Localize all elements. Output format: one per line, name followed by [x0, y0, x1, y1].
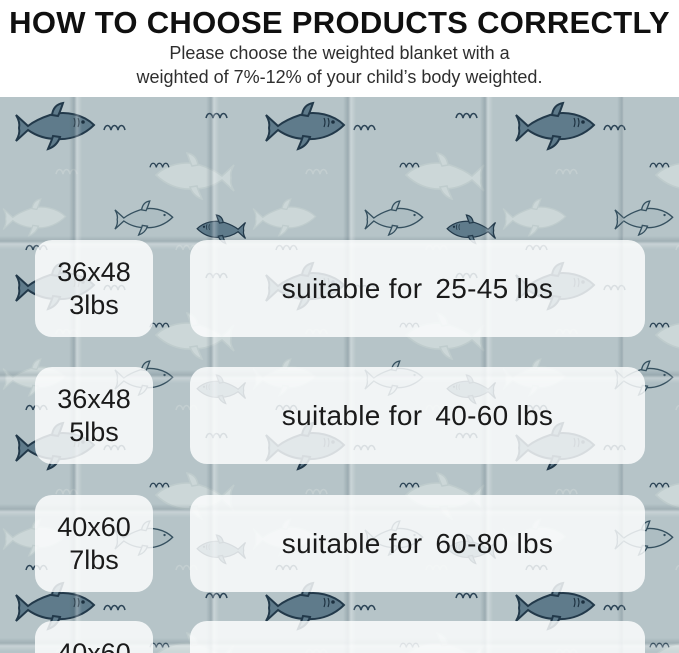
subtitle-line-1: Please choose the weighted blanket with … — [169, 43, 510, 64]
suitable-label: suitable for — [281, 527, 423, 559]
body-weight-range: 60-80 lbs — [435, 527, 554, 559]
suitability-badge-row-2: suitable for 40-60 lbs — [190, 367, 645, 464]
header: HOW TO CHOOSE PRODUCTS CORRECTLY Please … — [0, 0, 679, 97]
page-title: HOW TO CHOOSE PRODUCTS CORRECTLY — [9, 5, 670, 40]
size-badge-row-3: 40x60 7lbs — [35, 495, 153, 592]
suitable-label: suitable for — [281, 399, 423, 431]
suitability-badge-row-3: suitable for 60-80 lbs — [190, 495, 645, 592]
subtitle-line-2: weighted of 7%-12% of your child’s body … — [136, 66, 543, 87]
body-weight-range: 40-60 lbs — [435, 399, 554, 431]
suitability-badge-row-1: suitable for 25-45 lbs — [190, 240, 645, 337]
blanket-photo: 36x48 3lbs suitable for 25-45 lbs 36x48 … — [0, 97, 679, 653]
suitability-badge-row-4: suitable for 80-100 lbs — [190, 621, 645, 653]
weight-value: 7lbs — [69, 544, 119, 575]
size-value: 40x60 — [57, 511, 131, 542]
size-badge-row-2: 36x48 5lbs — [35, 367, 153, 464]
size-value: 36x48 — [57, 383, 131, 414]
suitable-label: suitable for — [281, 272, 423, 304]
size-value: 36x48 — [57, 256, 131, 287]
body-weight-range: 25-45 lbs — [435, 272, 554, 304]
weight-value: 3lbs — [69, 289, 119, 320]
weight-value: 5lbs — [69, 416, 119, 447]
size-badge-row-4: 40x60 10lbs — [35, 621, 153, 653]
size-badge-row-1: 36x48 3lbs — [35, 240, 153, 337]
size-value: 40x60 — [57, 637, 131, 653]
